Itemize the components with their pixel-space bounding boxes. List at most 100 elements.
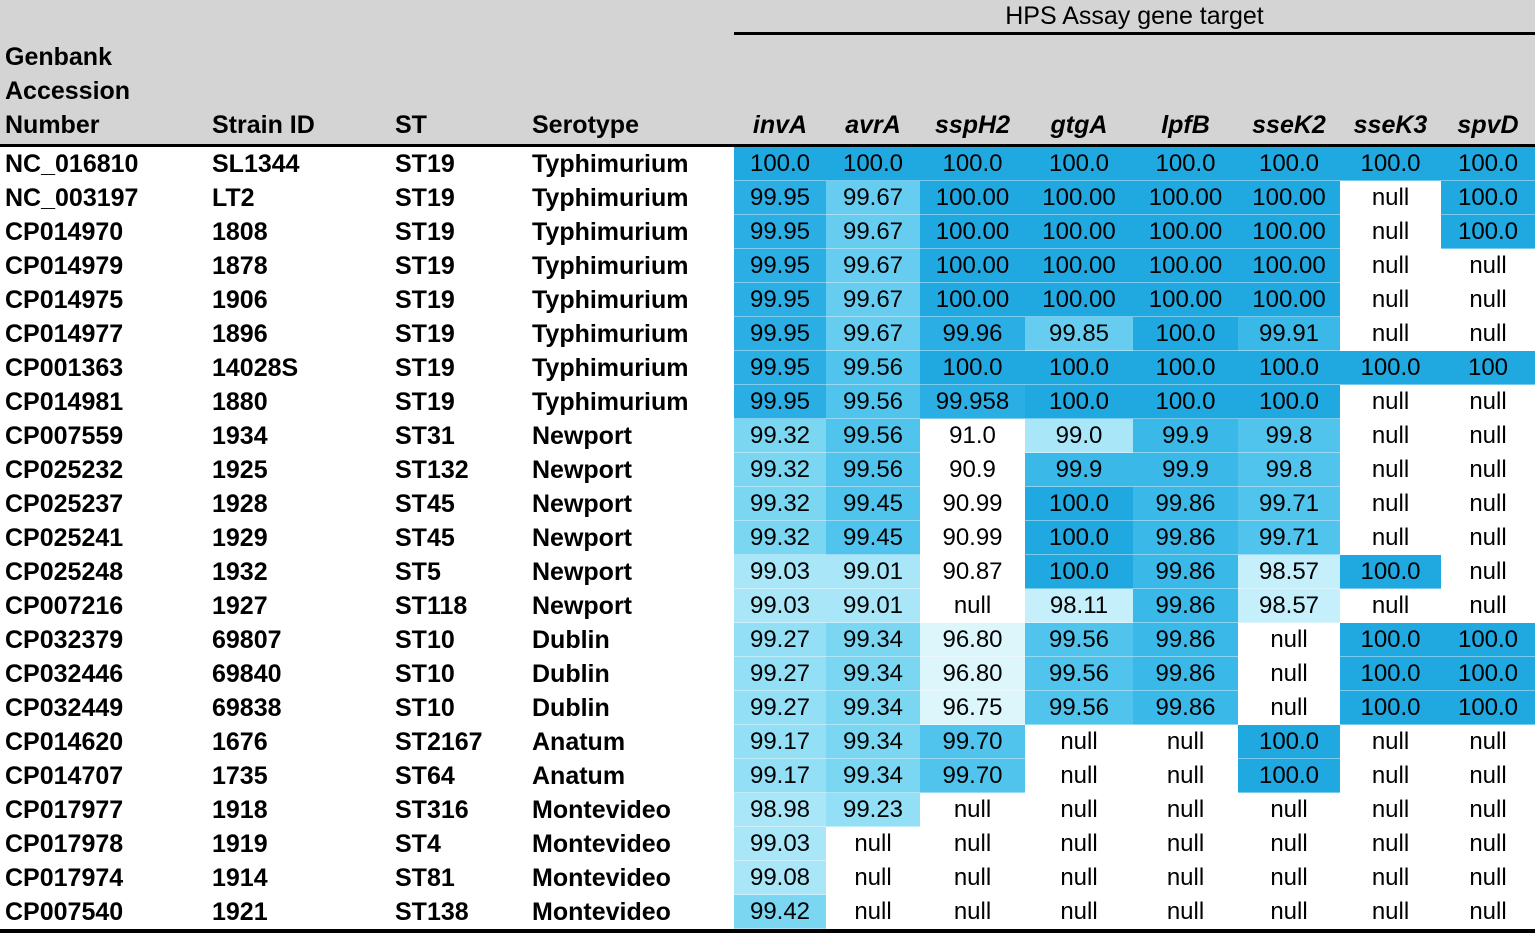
gene-value-cell: 99.03 [734,827,826,861]
gene-value-cell: 100.00 [920,283,1025,317]
gene-value-cell: null [920,589,1025,623]
gene-value-cell: 99.23 [826,793,920,827]
strain-id-cell: LT2 [207,181,390,215]
table-row: CP014977 1896 ST19 Typhimurium 99.95 99.6… [0,317,1535,351]
table-body: NC_016810 SL1344 ST19 Typhimurium 100.0 1… [0,147,1535,929]
gene-value-cell: 96.80 [920,657,1025,691]
table-row: NC_003197 LT2 ST19 Typhimurium 99.95 99.6… [0,181,1535,215]
gene-value-cell: 100.0 [920,351,1025,385]
serotype-cell: Typhimurium [527,181,734,215]
gene-value-cell: 99.95 [734,283,826,317]
st-cell: ST19 [390,147,527,181]
gene-value-cell: null [1441,521,1535,555]
gene-value-cell: null [1238,827,1340,861]
gene-value-cell: 99.34 [826,759,920,793]
table-row: CP014970 1808 ST19 Typhimurium 99.95 99.6… [0,215,1535,249]
gene-value-cell: 100.0 [1441,691,1535,725]
accession-cell: CP025248 [0,555,207,589]
gene-value-cell: null [920,895,1025,929]
accession-cell: CP017977 [0,793,207,827]
st-cell: ST2167 [390,725,527,759]
column-header-accession: Genbank Accession Number [5,43,131,139]
gene-value-cell: 100.0 [1441,215,1535,249]
gene-value-cell: 100.0 [1025,385,1133,419]
serotype-cell: Typhimurium [527,147,734,181]
gene-value-cell: 99.95 [734,351,826,385]
gene-value-cell: null [826,895,920,929]
gene-value-cell: null [1441,555,1535,589]
table-row: CP025237 1928 ST45 Newport 99.32 99.45 90.… [0,487,1535,521]
table-row: CP014975 1906 ST19 Typhimurium 99.95 99.6… [0,283,1535,317]
serotype-cell: Newport [527,589,734,623]
gene-value-cell: 99.56 [1025,691,1133,725]
gene-value-cell: null [826,827,920,861]
gene-value-cell: 99.27 [734,657,826,691]
gene-value-cell: 90.87 [920,555,1025,589]
gene-value-cell: 99.56 [826,419,920,453]
table-row: CP025241 1929 ST45 Newport 99.32 99.45 90.… [0,521,1535,555]
accession-cell: CP014981 [0,385,207,419]
accession-cell: CP014707 [0,759,207,793]
st-cell: ST19 [390,215,527,249]
gene-value-cell: 99.95 [734,249,826,283]
gene-value-cell: null [1441,317,1535,351]
st-cell: ST10 [390,691,527,725]
gene-value-cell: 100.0 [1025,147,1133,181]
gene-value-cell: null [1441,827,1535,861]
gene-value-cell: 96.75 [920,691,1025,725]
accession-cell: CP032446 [0,657,207,691]
strain-id-cell: 1921 [207,895,390,929]
gene-value-cell: null [1340,725,1441,759]
gene-value-cell: 100.0 [1340,147,1441,181]
st-cell: ST19 [390,283,527,317]
serotype-cell: Typhimurium [527,351,734,385]
table-row: CP014620 1676 ST2167 Anatum 99.17 99.34 99… [0,725,1535,759]
gene-value-cell: 98.57 [1238,555,1340,589]
gene-value-cell: null [1340,521,1441,555]
accession-cell: CP007216 [0,589,207,623]
gene-value-cell: null [1340,827,1441,861]
serotype-cell: Newport [527,453,734,487]
gene-column-header: sspH2 [934,111,1011,139]
gene-value-cell: 100.0 [1340,623,1441,657]
accession-cell: CP007540 [0,895,207,929]
gene-value-cell: 99.95 [734,385,826,419]
gene-value-cell: 100.00 [1133,215,1238,249]
strain-id-cell: 1914 [207,861,390,895]
gene-value-cell: null [1441,895,1535,929]
table-row: CP014981 1880 ST19 Typhimurium 99.95 99.5… [0,385,1535,419]
gene-value-cell: null [1133,793,1238,827]
table-row: CP017978 1919 ST4 Montevideo 99.03 null nu… [0,827,1535,861]
gene-value-cell: 99.71 [1238,487,1340,521]
gene-value-cell: 99.86 [1133,521,1238,555]
serotype-cell: Montevideo [527,827,734,861]
gene-value-cell: 90.99 [920,521,1025,555]
table-row: CP032449 69838 ST10 Dublin 99.27 99.34 96.… [0,691,1535,725]
st-cell: ST19 [390,181,527,215]
st-cell: ST64 [390,759,527,793]
accession-cell: NC_003197 [0,181,207,215]
gene-value-cell: 99.67 [826,317,920,351]
gene-value-cell: null [920,861,1025,895]
gene-column-header: avrA [845,111,901,139]
gene-value-cell: null [1133,827,1238,861]
gene-value-cell: 99.01 [826,555,920,589]
gene-value-cell: 99.86 [1133,657,1238,691]
gene-value-cell: null [1340,487,1441,521]
gene-value-cell: null [1025,895,1133,929]
st-cell: ST19 [390,351,527,385]
gene-value-cell: null [1238,895,1340,929]
gene-value-cell: 100.0 [1133,147,1238,181]
table-row: CP025248 1932 ST5 Newport 99.03 99.01 90.8… [0,555,1535,589]
serotype-cell: Typhimurium [527,249,734,283]
st-cell: ST118 [390,589,527,623]
gene-value-cell: 96.80 [920,623,1025,657]
gene-value-cell: 100.00 [1238,215,1340,249]
strain-id-cell: 1906 [207,283,390,317]
gene-value-cell: 99.958 [920,385,1025,419]
table-row: CP014707 1735 ST64 Anatum 99.17 99.34 99.7… [0,759,1535,793]
gene-value-cell: 91.0 [920,419,1025,453]
gene-value-cell: 99.86 [1133,691,1238,725]
st-cell: ST5 [390,555,527,589]
gene-value-cell: 99.32 [734,453,826,487]
